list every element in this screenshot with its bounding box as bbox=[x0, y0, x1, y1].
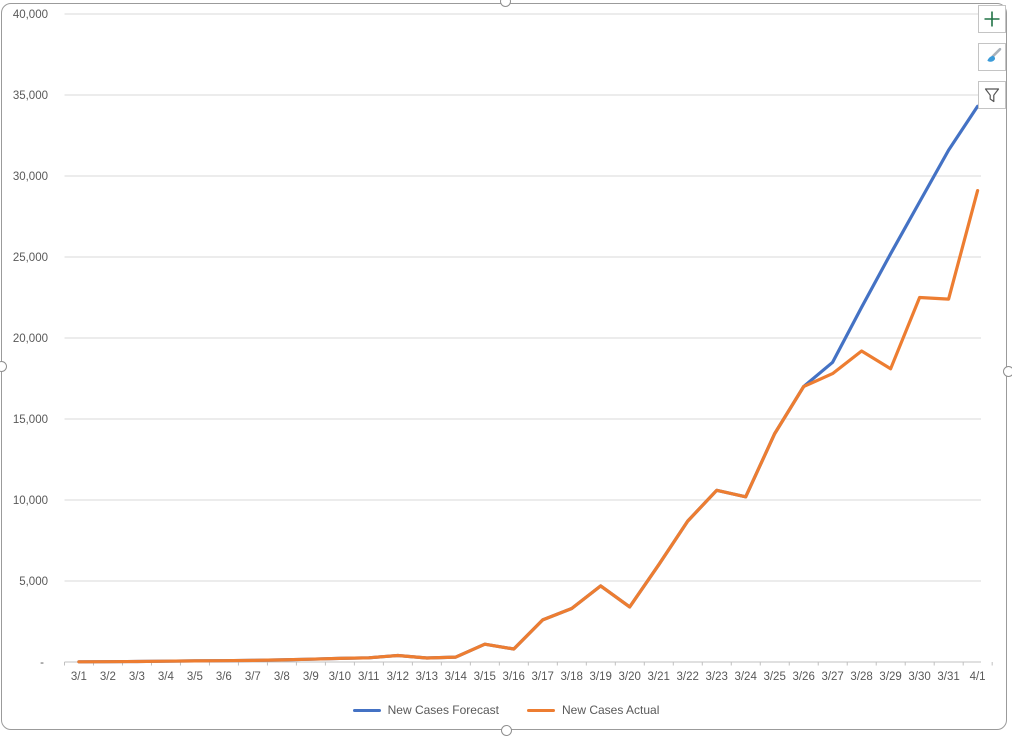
chart-legend: New Cases Forecast New Cases Actual bbox=[0, 703, 1012, 717]
y-axis-label: 20,000 bbox=[13, 333, 48, 345]
x-axis-label: 3/21 bbox=[648, 671, 670, 683]
x-axis-label: 3/19 bbox=[590, 671, 612, 683]
plus-icon bbox=[984, 11, 1000, 27]
actual-legend-swatch bbox=[526, 708, 555, 712]
y-axis-label: 15,000 bbox=[13, 414, 48, 426]
x-axis-label: 3/30 bbox=[908, 671, 930, 683]
forecast-legend-label: New Cases Forecast bbox=[387, 703, 499, 717]
x-axis-label: 3/10 bbox=[329, 671, 351, 683]
x-axis-label: 3/18 bbox=[561, 671, 583, 683]
x-axis-label: 3/7 bbox=[245, 671, 261, 683]
x-axis-label: 3/28 bbox=[850, 671, 872, 683]
x-axis-label: 3/20 bbox=[619, 671, 641, 683]
x-axis-label: 3/25 bbox=[763, 671, 785, 683]
chart-filters-button[interactable] bbox=[978, 81, 1006, 109]
y-axis-label: 5,000 bbox=[19, 576, 48, 588]
x-axis-label: 3/6 bbox=[216, 671, 232, 683]
x-axis-label: 3/29 bbox=[879, 671, 901, 683]
chart-elements-button[interactable] bbox=[978, 5, 1006, 33]
legend-item-actual[interactable]: New Cases Actual bbox=[526, 703, 660, 717]
actual-series-line[interactable] bbox=[77, 189, 980, 664]
y-axis-label: - bbox=[40, 657, 44, 669]
y-axis-label: 40,000 bbox=[13, 9, 48, 21]
y-axis-label: 35,000 bbox=[13, 90, 48, 102]
legend-item-forecast[interactable]: New Cases Forecast bbox=[352, 703, 499, 717]
x-axis-label: 3/13 bbox=[416, 671, 438, 683]
x-axis-label: 3/1 bbox=[71, 671, 87, 683]
forecast-legend-swatch bbox=[352, 708, 381, 712]
x-axis-label: 3/4 bbox=[158, 671, 175, 683]
x-axis-label: 3/9 bbox=[303, 671, 319, 683]
y-axis-label: 25,000 bbox=[13, 252, 48, 264]
selection-handle-right[interactable] bbox=[1003, 366, 1012, 377]
y-axis-label: 30,000 bbox=[13, 171, 48, 183]
actual-legend-label: New Cases Actual bbox=[561, 703, 660, 717]
x-axis-label: 3/17 bbox=[532, 671, 554, 683]
x-axis-label: 3/12 bbox=[387, 671, 409, 683]
forecast-series-line[interactable] bbox=[77, 104, 980, 664]
selection-handle-top[interactable] bbox=[500, 0, 511, 7]
x-axis-label: 3/24 bbox=[734, 671, 757, 683]
x-axis-label: 4/1 bbox=[970, 671, 986, 683]
x-axis-label: 3/14 bbox=[445, 671, 468, 683]
x-axis-label: 3/26 bbox=[792, 671, 814, 683]
x-axis-label: 3/3 bbox=[129, 671, 145, 683]
x-axis-label: 3/15 bbox=[474, 671, 496, 683]
x-axis-label: 3/23 bbox=[705, 671, 727, 683]
x-axis-label: 3/2 bbox=[100, 671, 116, 683]
x-axis-label: 3/27 bbox=[821, 671, 843, 683]
x-axis-label: 3/11 bbox=[358, 671, 380, 683]
selection-handle-left[interactable] bbox=[0, 361, 7, 372]
x-axis-label: 3/16 bbox=[503, 671, 525, 683]
x-axis-label: 3/5 bbox=[187, 671, 203, 683]
paintbrush-icon bbox=[987, 47, 1002, 62]
chart-styles-button[interactable] bbox=[978, 43, 1006, 71]
x-axis-label: 3/31 bbox=[937, 671, 959, 683]
x-axis-label: 3/22 bbox=[676, 671, 698, 683]
y-axis-label: 10,000 bbox=[13, 495, 48, 507]
x-axis-label: 3/8 bbox=[274, 671, 290, 683]
funnel-icon bbox=[984, 88, 1000, 103]
